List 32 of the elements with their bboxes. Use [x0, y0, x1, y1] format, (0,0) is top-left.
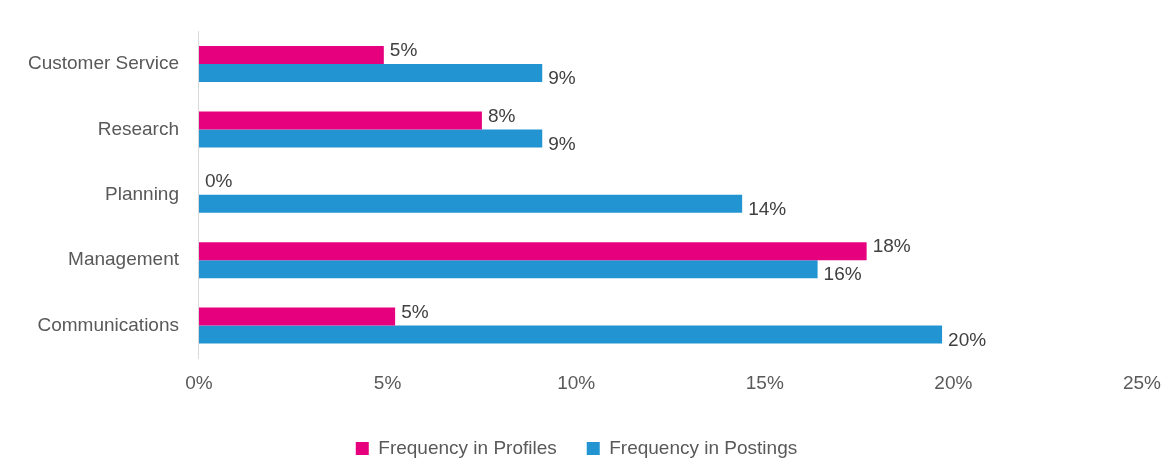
y-tick-label: Management — [68, 248, 180, 270]
bar — [198, 307, 396, 326]
data-label: 14% — [748, 198, 787, 220]
data-label: 0% — [204, 170, 233, 192]
bar — [198, 242, 867, 261]
bar — [198, 46, 384, 65]
bar — [198, 64, 543, 83]
bar — [198, 129, 543, 148]
y-tick-label: Customer Service — [27, 52, 179, 74]
bar — [198, 111, 482, 130]
x-tick-label: 25% — [1122, 371, 1162, 393]
x-tick-label: 15% — [745, 371, 784, 393]
legend-label: Frequency in Postings — [609, 436, 798, 458]
data-label: 8% — [487, 104, 516, 126]
bar — [198, 260, 818, 279]
data-label: 9% — [548, 67, 576, 89]
y-tick-label: Research — [97, 117, 179, 139]
bar — [198, 325, 943, 344]
data-label: 16% — [823, 263, 862, 285]
y-tick-label: Communications — [37, 313, 179, 335]
data-label: 20% — [948, 328, 987, 350]
data-label: 5% — [389, 39, 418, 61]
data-label: 5% — [401, 300, 429, 322]
x-tick-label: 10% — [557, 371, 596, 393]
data-label: 18% — [872, 235, 911, 257]
bar — [198, 194, 743, 213]
x-tick-label: 20% — [934, 371, 973, 393]
x-tick-label: 0% — [185, 371, 213, 393]
y-tick-label: Planning — [105, 183, 179, 205]
x-tick-label: 5% — [373, 371, 402, 393]
legend-label: Frequency in Profiles — [378, 436, 557, 458]
data-label: 9% — [548, 132, 576, 154]
